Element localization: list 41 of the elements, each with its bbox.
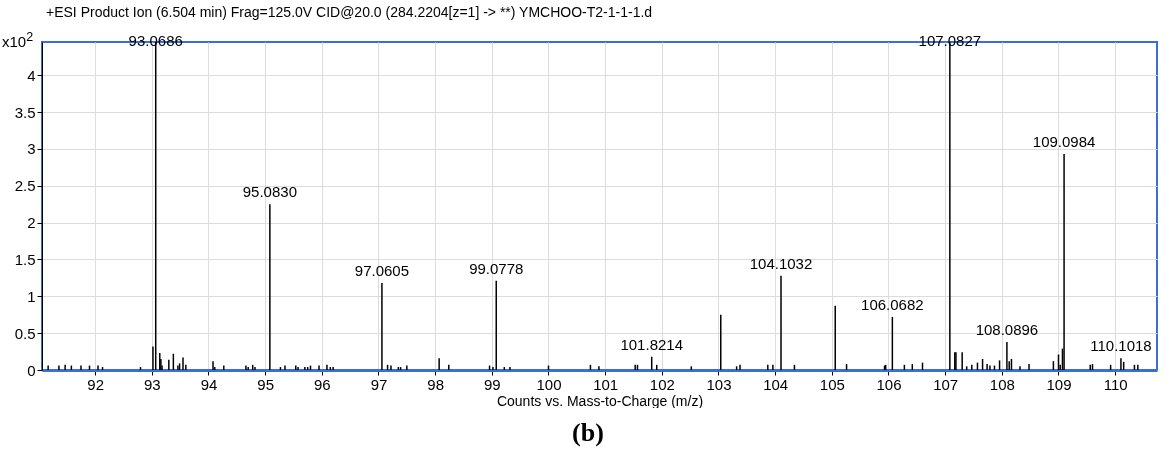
annotation: 108.0896 bbox=[975, 320, 1039, 338]
y-tick-label: 3.5 bbox=[14, 103, 36, 121]
y-tick-label: 2 bbox=[27, 214, 36, 232]
annotation: 110.1018 bbox=[1090, 337, 1152, 355]
text: (b) bbox=[571, 418, 605, 448]
x-tick-label: 100 bbox=[536, 375, 562, 393]
x-tick-label: 108 bbox=[989, 375, 1015, 393]
y-tick-label: 1 bbox=[27, 287, 36, 305]
x-tick-label: 105 bbox=[819, 375, 845, 393]
annotation: 101.8214 bbox=[620, 335, 683, 353]
y-tick-label: 0 bbox=[27, 361, 36, 379]
x-axis-title: Counts vs. Mass-to-Charge (m/z) bbox=[496, 392, 704, 409]
x-tick-label: 106 bbox=[876, 375, 902, 393]
x-tick-label: 92 bbox=[87, 375, 105, 393]
x-tick-label: 103 bbox=[706, 375, 732, 393]
x-tick-label: 98 bbox=[427, 375, 445, 393]
annotation: 95.0830 bbox=[242, 183, 297, 201]
x-tick-label: 99 bbox=[483, 375, 501, 393]
x-tick-label: 104 bbox=[763, 375, 789, 393]
chart-title: +ESI Product Ion (6.504 min) Frag=125.0V CID@20.0 (284.2204[z=1] -> **) YMCHOO-T2-1-1-1.d bbox=[46, 4, 653, 21]
y-tick-label: 4 bbox=[27, 66, 36, 84]
x-tick-label: 94 bbox=[200, 375, 218, 393]
y-tick-label: 0.5 bbox=[14, 324, 36, 342]
annotation: 109.0984 bbox=[1032, 133, 1096, 151]
y-tick-label: 1.5 bbox=[14, 250, 36, 268]
annotation: 104.1032 bbox=[749, 254, 813, 272]
x-tick-label: 107 bbox=[933, 375, 959, 393]
x-tick-label: 95 bbox=[257, 375, 275, 393]
x-tick-label: 93 bbox=[143, 375, 161, 393]
x-tick-label: 97 bbox=[370, 375, 388, 393]
annotation: 97.0605 bbox=[354, 262, 410, 280]
annotation: 106.0682 bbox=[861, 295, 924, 313]
x-tick-label: 102 bbox=[649, 375, 675, 393]
y-tick-label: 2.5 bbox=[14, 177, 36, 195]
y-axis-title: x10$^{2}$ bbox=[2, 30, 34, 50]
annotation: 99.0778 bbox=[469, 259, 524, 277]
x-tick-label: 109 bbox=[1046, 375, 1072, 393]
x-tick-label: 96 bbox=[313, 375, 331, 393]
x-tick-label: 110 bbox=[1103, 375, 1128, 393]
x-tick-label: 101 bbox=[593, 375, 619, 393]
y-tick-label: 3 bbox=[27, 140, 36, 158]
